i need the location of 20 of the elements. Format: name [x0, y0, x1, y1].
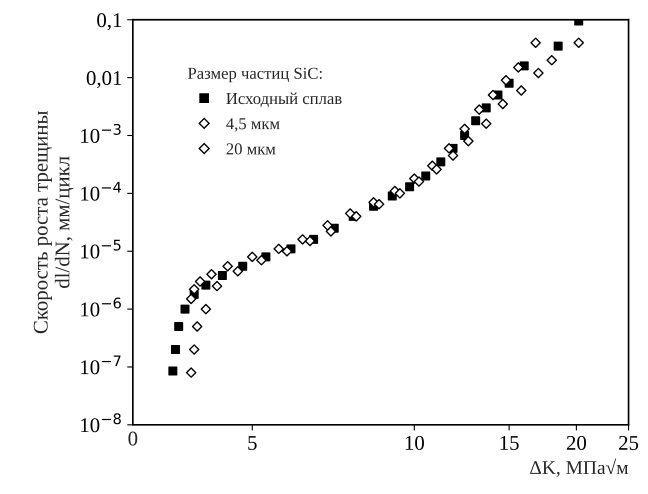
y-tick-label: 0,1: [97, 13, 122, 30]
x-tick-label: 5: [248, 436, 257, 450]
legend-label: 4,5 мкм: [226, 118, 280, 132]
y-tick-label: 10$^{−8}$: [81, 413, 121, 432]
y-tick-label: 10$^{−4}$: [81, 182, 122, 201]
text: 0: [128, 432, 138, 446]
x-axis-title: ΔK, МПа√м: [530, 458, 628, 477]
y-tick-label: 10$^{−5}$: [81, 240, 121, 259]
y-axis-title: Скорость роста трещины dl/dN, мм/цикл: [34, 111, 74, 334]
legend-label: Исходный сплав: [226, 92, 342, 108]
x-tick-label: 10: [406, 436, 424, 450]
legend-title: Размер частиц SiC:: [188, 68, 322, 82]
y-tick-label: 10$^{−7}$: [81, 355, 121, 374]
y-tick-label: 0,01: [86, 71, 122, 88]
x-tick-label: 15: [500, 436, 519, 450]
legend-label: 20 мкм: [226, 143, 276, 155]
y-tick-label: 10$^{−3}$: [81, 124, 121, 143]
y-tick-label: 10$^{−6}$: [81, 298, 121, 317]
x-tick-label: 25: [619, 436, 638, 450]
x-tick-label: 20: [566, 436, 586, 450]
